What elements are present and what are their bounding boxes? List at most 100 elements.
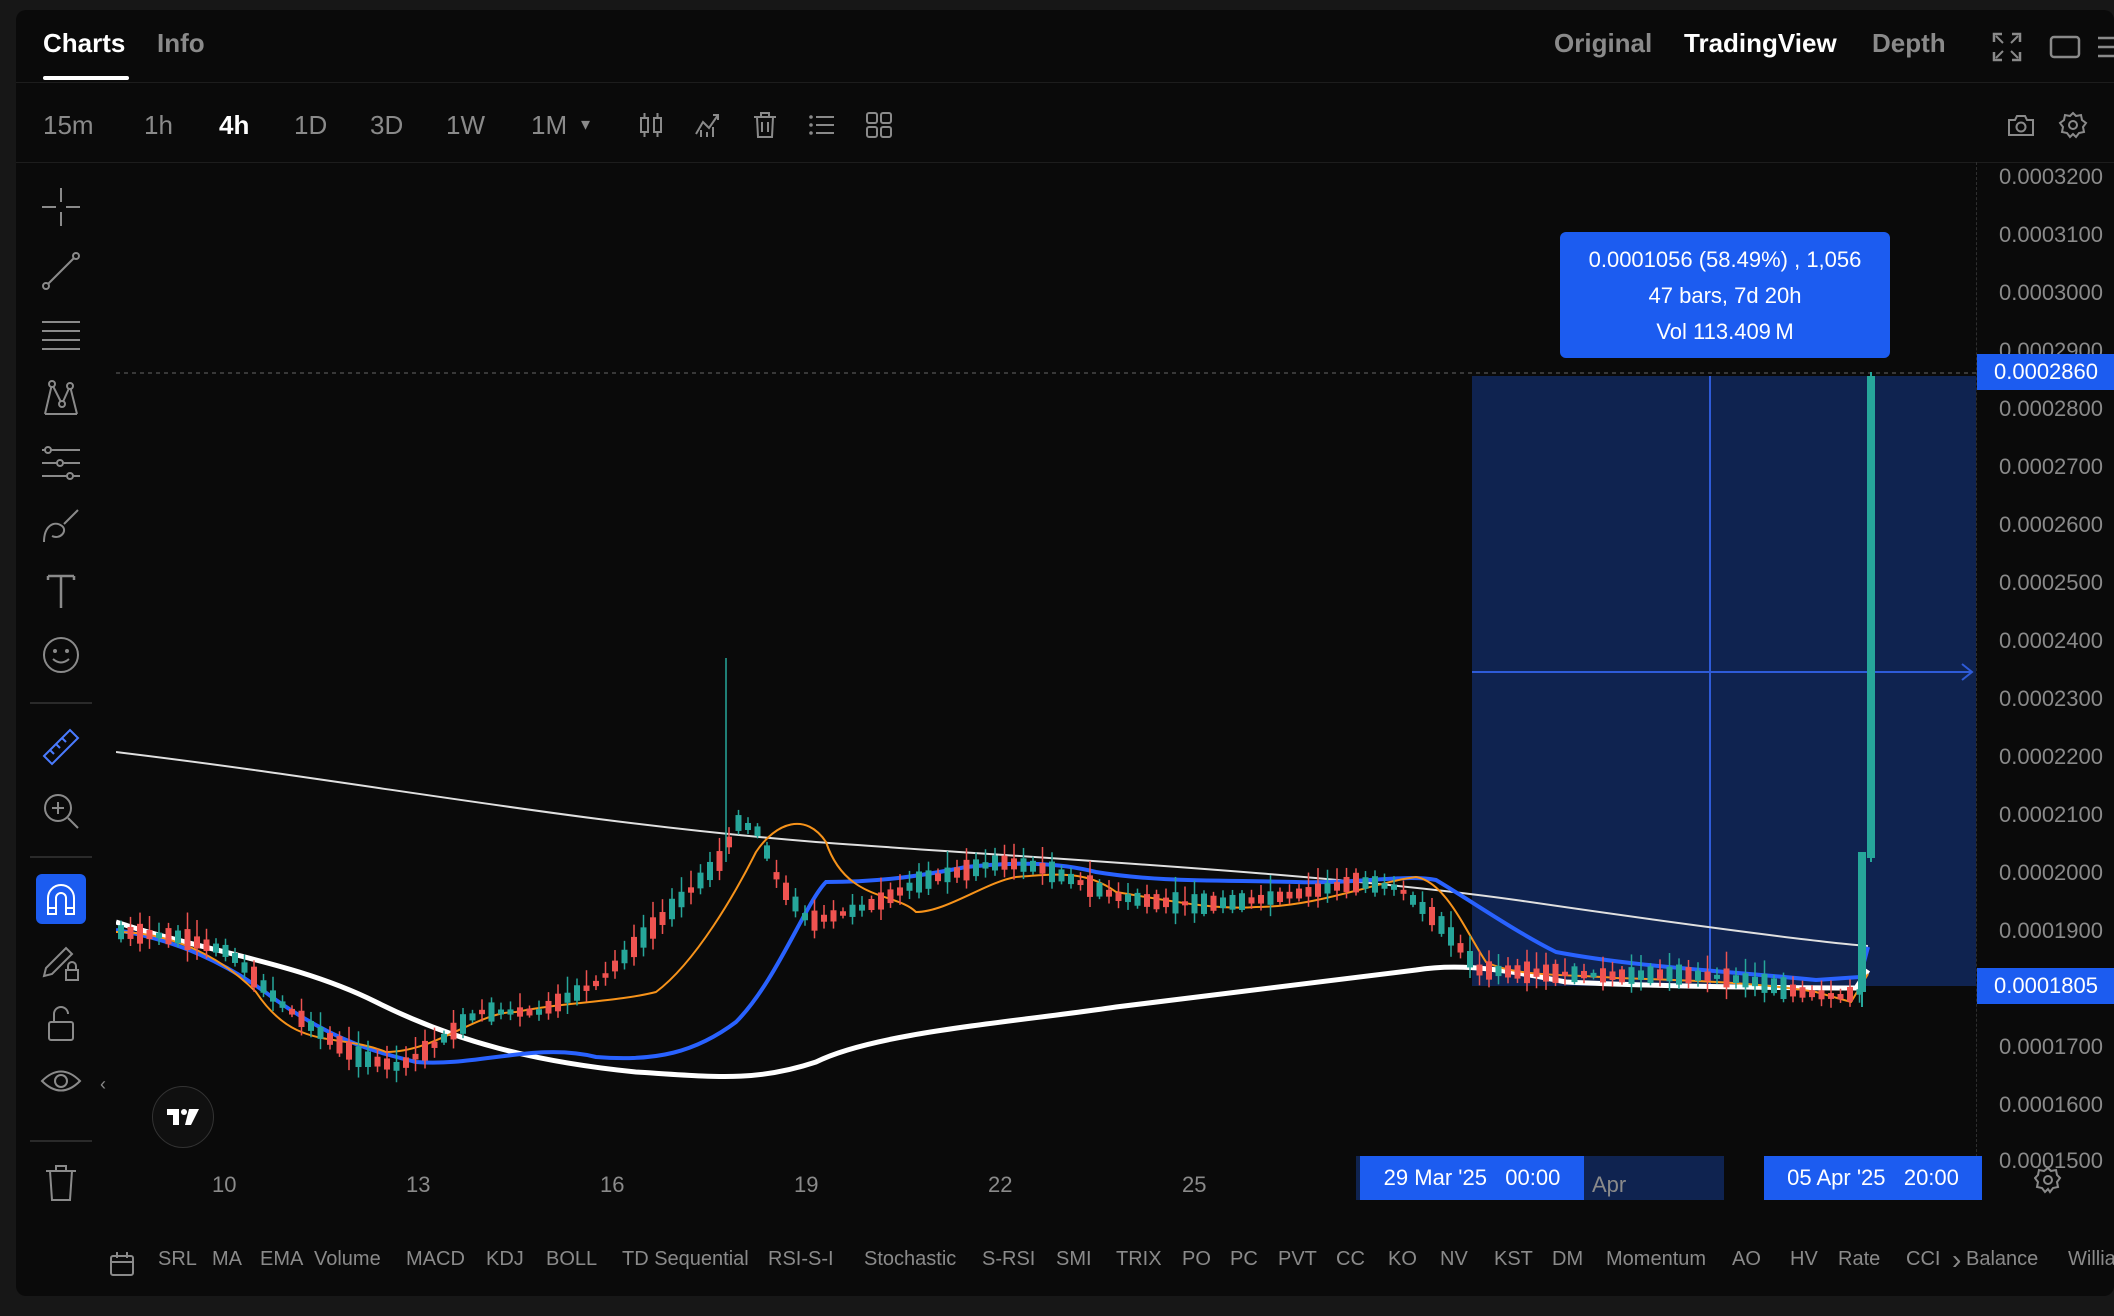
axis-settings-gear-icon[interactable]: [2034, 1166, 2062, 1194]
hide-drawings-tool[interactable]: [36, 1056, 86, 1106]
candlestick-plot[interactable]: [115, 162, 1976, 1162]
pattern-icon: [44, 380, 78, 415]
trend-line-tool[interactable]: [36, 246, 86, 296]
measure-volume: Vol 113.409 M: [1656, 319, 1794, 344]
candle-body: [1210, 895, 1217, 911]
indicator-momentum[interactable]: Momentum: [1606, 1248, 1707, 1270]
indicator-srl[interactable]: SRL: [158, 1248, 197, 1270]
price-axis[interactable]: 0.0003200 0.0003100 0.0003000 0.0002900 …: [1976, 162, 2114, 1173]
zoom-tool[interactable]: [36, 786, 86, 836]
candle-body: [612, 960, 618, 972]
price-tag-high: 0.0002860: [1977, 354, 2114, 390]
time-tag-end: 05 Apr '25 20:00: [1764, 1156, 1982, 1200]
list-icon[interactable]: [807, 110, 837, 140]
candle-body: [1752, 976, 1758, 987]
lock-all-tool[interactable]: [36, 998, 86, 1048]
indicator-nv[interactable]: NV: [1440, 1248, 1468, 1270]
trash-icon: [46, 1165, 76, 1201]
fullscreen-icon[interactable]: [1990, 30, 2024, 64]
ruler-tool[interactable]: [36, 722, 86, 772]
tradingview-logo[interactable]: [152, 1086, 214, 1148]
emoji-tool[interactable]: [36, 630, 86, 680]
candle-body: [1134, 892, 1141, 906]
candlestick-icon[interactable]: [636, 110, 666, 140]
indicator-kst[interactable]: KST: [1494, 1248, 1533, 1270]
interval-1h[interactable]: 1h: [144, 110, 173, 140]
indicator-cci[interactable]: CCI: [1906, 1248, 1941, 1270]
candle-body: [1695, 970, 1701, 981]
interval-1m[interactable]: 1M: [531, 110, 568, 140]
indicator-td-sequential[interactable]: TD Sequential: [622, 1248, 749, 1270]
layout-grid-icon[interactable]: [864, 110, 894, 140]
indicator-rate[interactable]: Rate: [1838, 1248, 1881, 1270]
trash-icon[interactable]: [750, 110, 780, 140]
indicator-trix[interactable]: TRIX: [1116, 1248, 1162, 1270]
interval-1d[interactable]: 1D: [294, 110, 328, 140]
settings-gear-icon[interactable]: [2058, 110, 2088, 140]
collapse-toolbar-chevron-icon[interactable]: ‹: [100, 1074, 106, 1094]
candle-body: [469, 1013, 476, 1021]
mode-tradingview[interactable]: TradingView: [1684, 28, 1837, 58]
interval-4h[interactable]: 4h: [219, 110, 250, 140]
lock-drawing-tool[interactable]: [36, 938, 86, 988]
indicator-dm[interactable]: DM: [1552, 1248, 1584, 1270]
indicator-ma[interactable]: MA: [212, 1248, 242, 1270]
indicator-smi[interactable]: SMI: [1056, 1248, 1092, 1270]
scroll-right-chevron-icon[interactable]: ›: [1952, 1244, 1962, 1275]
camera-icon[interactable]: [2006, 110, 2036, 140]
calendar-icon[interactable]: [108, 1250, 136, 1278]
tab-charts[interactable]: Charts: [43, 28, 126, 58]
interval-3d[interactable]: 3D: [370, 110, 404, 140]
candle-body: [1144, 894, 1150, 907]
candle-body: [944, 867, 951, 883]
candle-body: [1400, 889, 1407, 894]
text-tool[interactable]: [36, 566, 86, 616]
indicator-ema[interactable]: EMA: [260, 1248, 304, 1270]
indicator-pc[interactable]: PC: [1230, 1248, 1258, 1270]
time-axis[interactable]: 10 13 16 19 22 25 Apr 29 Mar '25 00:00 0…: [116, 1152, 2062, 1212]
indicator-kdj[interactable]: KDJ: [486, 1248, 524, 1270]
indicator-macd[interactable]: MACD: [406, 1248, 465, 1270]
fib-tool[interactable]: [36, 438, 86, 488]
candle-body: [1638, 970, 1644, 980]
window-icon[interactable]: [2048, 30, 2082, 64]
candles-group: [118, 372, 1875, 1083]
indicators-icon[interactable]: [693, 110, 723, 140]
indicator-stochastic[interactable]: Stochastic: [864, 1248, 957, 1270]
candle-body: [526, 1008, 533, 1016]
interval-15m[interactable]: 15m: [43, 110, 94, 140]
brush-tool[interactable]: [36, 502, 86, 552]
candle-body: [963, 859, 970, 881]
menu-icon[interactable]: [2096, 30, 2114, 64]
crosshair-tool[interactable]: [36, 182, 86, 232]
mode-depth[interactable]: Depth: [1872, 28, 1946, 58]
indicator-williams[interactable]: Williams: [2068, 1248, 2114, 1270]
pattern-tool[interactable]: [36, 374, 86, 424]
time-tag-start: 29 Mar '25 00:00: [1360, 1156, 1584, 1200]
indicator-ko[interactable]: KO: [1388, 1248, 1417, 1270]
indicator-hv[interactable]: HV: [1790, 1248, 1818, 1270]
candle-body: [1182, 901, 1188, 906]
indicator-pvt[interactable]: PVT: [1278, 1248, 1317, 1270]
price-chart[interactable]: [115, 162, 1976, 1162]
horizontal-lines-tool[interactable]: [36, 310, 86, 360]
candle-body: [412, 1053, 419, 1060]
indicator-volume[interactable]: Volume: [314, 1248, 381, 1270]
indicator-balance[interactable]: Balance: [1966, 1248, 2039, 1270]
brush-icon: [43, 509, 79, 543]
magnet-tool[interactable]: [36, 874, 86, 924]
indicator-s-rsi[interactable]: S-RSI: [982, 1248, 1036, 1270]
mode-original[interactable]: Original: [1554, 28, 1653, 58]
indicator-ao[interactable]: AO: [1732, 1248, 1761, 1270]
interval-more-caret[interactable]: ▾: [581, 114, 591, 134]
indicator-cc[interactable]: CC: [1336, 1248, 1365, 1270]
candle-body: [583, 985, 590, 991]
indicator-rsi-s-i[interactable]: RSI-S-I: [768, 1248, 834, 1270]
indicator-boll[interactable]: BOLL: [546, 1248, 598, 1270]
interval-1w[interactable]: 1W: [446, 110, 485, 140]
remove-drawings-tool[interactable]: [36, 1158, 86, 1208]
indicator-po[interactable]: PO: [1182, 1248, 1211, 1270]
tab-info[interactable]: Info: [157, 28, 205, 58]
candle-body: [1305, 887, 1312, 897]
candle-body: [1286, 891, 1293, 899]
